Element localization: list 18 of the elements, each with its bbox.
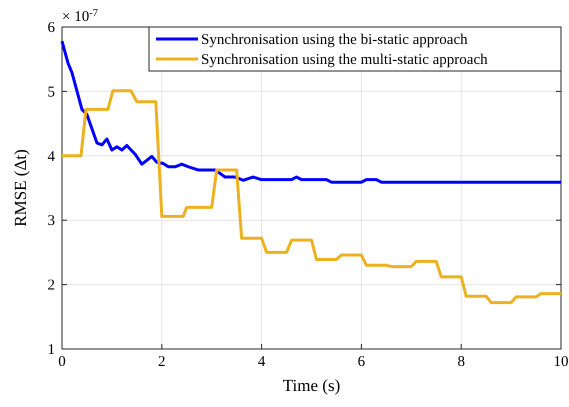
x-tick-label: 2	[158, 354, 166, 370]
x-tick-label: 8	[457, 354, 465, 370]
x-tick-label: 4	[258, 354, 266, 370]
legend-label: Synchronisation using the bi-static approach	[201, 32, 468, 48]
y-tick-label: 1	[48, 342, 55, 358]
legend-label: Synchronisation using the multi-static approach	[201, 52, 488, 68]
x-tick-label: 6	[358, 354, 366, 370]
y-tick-label: 2	[48, 278, 55, 294]
x-tick-label: 10	[554, 354, 568, 370]
y-axis-title: RMSE (Δt)	[11, 149, 30, 227]
y-tick-label: 6	[48, 20, 56, 36]
y-tick-label: 4	[48, 148, 56, 165]
x-tick-label: 0	[58, 354, 66, 370]
line-series	[60, 89, 562, 304]
y-tick-label: 3	[48, 213, 55, 230]
x-axis-title: Time (s)	[282, 376, 340, 395]
text: × 10$^{-7}$	[62, 8, 98, 25]
y-tick-label: 5	[48, 84, 55, 100]
